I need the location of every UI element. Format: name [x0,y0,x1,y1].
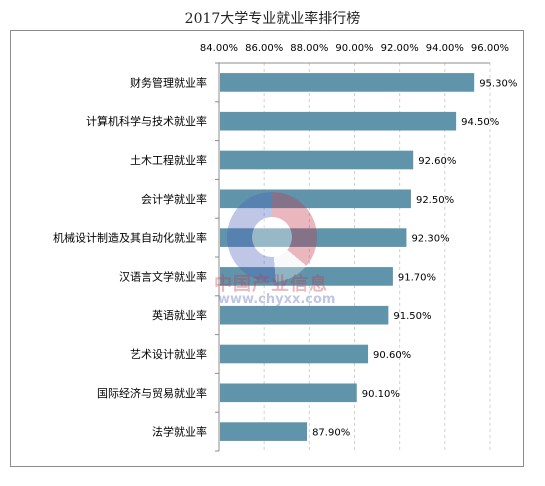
x-tick-label: 90.00% [335,43,373,54]
bar [220,422,308,441]
watermark-brand: 中国产业信息 [214,274,328,295]
category-label: 财务管理就业率 [130,75,207,89]
category-label: 法学就业率 [152,425,207,439]
bar [220,150,414,170]
data-label: 91.50% [393,311,431,322]
category-label: 土木工程就业率 [130,153,207,167]
bar [220,344,369,364]
bar [220,383,357,403]
data-label: 92.30% [411,234,449,245]
data-label: 90.60% [373,350,411,361]
data-label: 94.50% [461,117,499,128]
bar [220,73,475,92]
axes [215,62,490,452]
x-tick-label: 92.00% [381,43,419,54]
bar [220,267,393,286]
plot-frame [10,30,524,467]
category-label: 计算机科学与技术就业率 [86,114,207,128]
category-label: 艺术设计就业率 [130,347,207,361]
bars [220,73,475,441]
gridlines [263,63,491,451]
category-label: 英语就业率 [152,308,207,322]
x-tick-labels: 84.00% 86.00% 88.00% 90.00% 92.00% 94.00% 96.0… [200,43,509,54]
data-label: 92.50% [416,195,454,206]
data-label: 87.90% [312,428,350,439]
x-tick-label: 88.00% [290,43,328,54]
data-labels: 95.30% 94.50% 92.60% 92.50% 92.30% 91.70% 91.5… [312,78,517,438]
x-tick-label: 96.00% [471,43,509,54]
x-tick-label: 86.00% [245,43,283,54]
category-label: 会计学就业率 [141,192,207,206]
data-label: 91.70% [398,272,436,283]
bar [220,111,457,131]
x-tick-label: 84.00% [200,43,238,54]
category-label: 汉语言文学就业率 [119,269,207,283]
bar [220,189,411,209]
category-label: 机械设计制造及其自动化就业率 [53,231,207,245]
data-label: 95.30% [479,78,517,89]
data-label: 90.10% [362,389,400,400]
bar [220,305,389,325]
watermark-url: www.chyxx.com [218,292,336,307]
chart-title: 2017大学专业就业率排行榜 [184,11,361,27]
category-labels: 财务管理就业率计算机科学与技术就业率土木工程就业率会计学就业率机械设计制造及其自… [53,75,207,438]
category-label: 国际经济与贸易就业率 [97,386,207,400]
bar [220,228,407,247]
x-tick-label: 94.00% [426,43,464,54]
data-label: 92.60% [418,156,456,167]
